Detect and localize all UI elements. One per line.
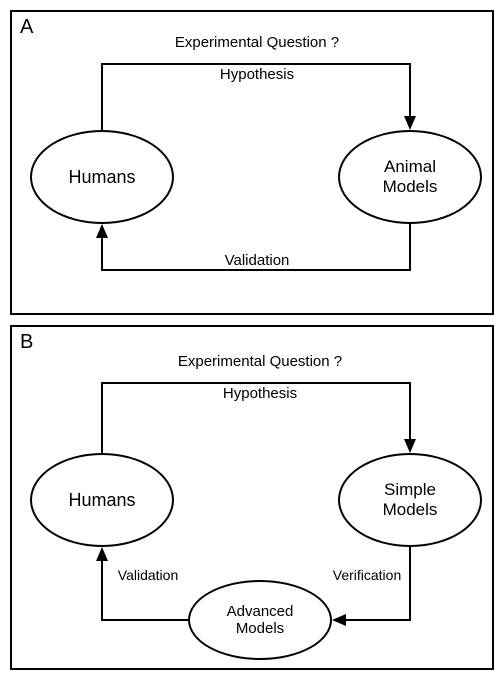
node-simple-models: SimpleModels bbox=[338, 453, 482, 547]
edge-label: Validation bbox=[225, 252, 290, 269]
panel-label-b: B bbox=[20, 331, 33, 354]
figure-root: A Humans AnimalModels Experimental Question… bbox=[0, 0, 504, 680]
edge-label: Validation bbox=[118, 567, 178, 583]
panel-label-a: A bbox=[20, 16, 33, 39]
node-label: SimpleModels bbox=[383, 480, 438, 519]
node-humans: Humans bbox=[30, 130, 174, 224]
node-label: Humans bbox=[68, 167, 135, 188]
panel-b: B Humans SimpleModels AdvancedModels Experim… bbox=[10, 325, 494, 670]
edge-label: Experimental Question ? bbox=[178, 353, 342, 370]
node-label: AnimalModels bbox=[383, 157, 438, 196]
node-animal-models: AnimalModels bbox=[338, 130, 482, 224]
edge-label: Verification bbox=[333, 567, 401, 583]
node-humans: Humans bbox=[30, 453, 174, 547]
edge-label: Hypothesis bbox=[220, 66, 294, 83]
edge-label: Hypothesis bbox=[223, 385, 297, 402]
node-label: Humans bbox=[68, 490, 135, 511]
edge-label: Experimental Question ? bbox=[175, 34, 339, 51]
node-label: AdvancedModels bbox=[227, 603, 294, 638]
node-advanced-models: AdvancedModels bbox=[188, 580, 332, 660]
panel-a: A Humans AnimalModels Experimental Question… bbox=[10, 10, 494, 315]
